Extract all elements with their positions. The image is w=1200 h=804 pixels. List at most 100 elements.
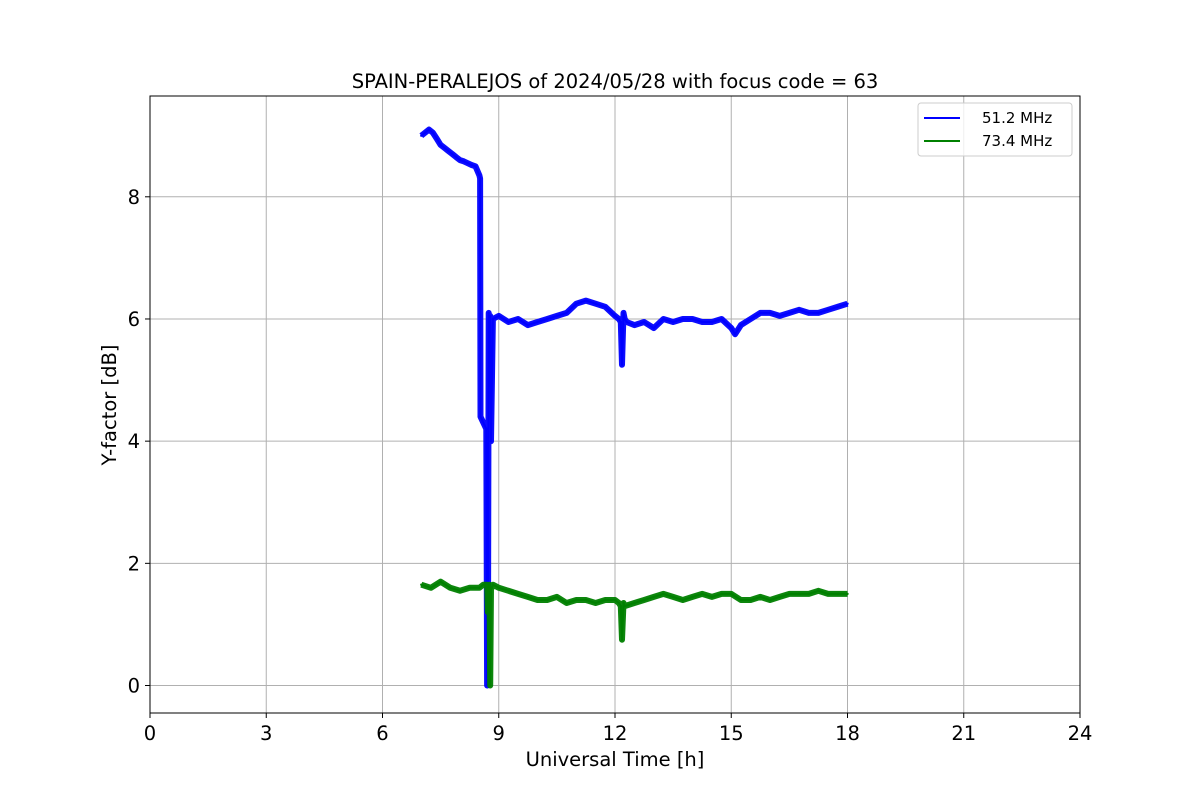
y-axis-label: Y-factor [dB] [98, 345, 121, 467]
data-point [622, 601, 625, 605]
data-point [652, 595, 655, 599]
data-point [623, 317, 626, 321]
data-point [555, 314, 559, 318]
data-point [594, 601, 597, 605]
data-point [749, 598, 752, 602]
x-tick-label: 18 [835, 722, 860, 745]
data-point [604, 598, 607, 602]
data-point [768, 311, 772, 315]
data-point [435, 137, 438, 140]
data-point [759, 595, 762, 599]
data-point [420, 583, 423, 586]
data-point [485, 583, 489, 586]
series-layer [419, 126, 849, 689]
data-point [474, 165, 477, 168]
x-tick-label: 12 [603, 722, 628, 745]
x-axis-label: Universal Time [h] [526, 748, 705, 771]
data-point [701, 592, 704, 596]
data-point [439, 580, 442, 583]
data-point [451, 152, 454, 156]
data-point [671, 595, 675, 599]
data-point [468, 586, 471, 589]
data-point [575, 302, 578, 305]
data-point [575, 598, 578, 602]
legend-label: 51.2 MHz [982, 109, 1052, 127]
data-point [478, 586, 481, 589]
legend-frame [917, 102, 1073, 157]
data-point [710, 320, 714, 324]
data-point [555, 595, 559, 599]
data-point [778, 595, 781, 599]
data-point [836, 305, 839, 308]
data-point [817, 311, 820, 315]
data-point [443, 146, 446, 150]
y-axis-ticks: 0 2 4 6 8 [128, 186, 150, 698]
data-point [447, 149, 450, 153]
data-point [489, 684, 492, 687]
data-point [507, 589, 510, 592]
data-point [462, 160, 466, 163]
data-point [507, 320, 510, 324]
data-point [478, 174, 481, 177]
data-point [458, 589, 462, 592]
series-line [420, 580, 848, 687]
data-point [526, 323, 529, 327]
series-0 [419, 126, 849, 689]
data-point [584, 299, 588, 302]
data-point [486, 611, 490, 614]
data-point [594, 302, 597, 305]
data-point [671, 320, 675, 324]
data-point [778, 314, 781, 318]
chart-title: SPAIN-PERALEJOS of 2024/05/28 with focus… [352, 70, 879, 93]
y-tick-label: 4 [128, 430, 140, 453]
data-point [662, 317, 665, 321]
legend-label: 73.4 MHz [982, 132, 1052, 150]
data-point [497, 314, 500, 318]
data-point [427, 128, 431, 131]
data-point [768, 598, 772, 602]
grid [149, 96, 1081, 713]
data-point [749, 317, 752, 321]
data-point [826, 308, 830, 311]
data-point [536, 598, 539, 602]
data-point [431, 131, 435, 134]
data-point [516, 592, 520, 596]
data-point [807, 592, 810, 596]
data-point [491, 317, 495, 321]
data-point [497, 586, 500, 589]
data-point [489, 440, 493, 443]
data-point [691, 317, 694, 321]
x-tick-label: 15 [719, 722, 744, 745]
data-point [691, 595, 694, 599]
y-tick-label: 8 [128, 186, 140, 209]
data-point [546, 598, 549, 602]
data-point [604, 305, 607, 308]
data-point [681, 317, 684, 321]
data-point [633, 601, 636, 605]
data-point [449, 586, 452, 589]
data-point [662, 592, 665, 596]
data-point [565, 601, 568, 605]
data-point [565, 311, 568, 315]
data-point [739, 323, 743, 327]
data-point [516, 317, 520, 321]
data-point [846, 302, 849, 305]
data-point [642, 598, 646, 602]
data-point [739, 598, 743, 602]
data-point [613, 314, 617, 318]
data-point [429, 586, 433, 589]
data-point [536, 320, 539, 324]
x-tick-label: 3 [260, 722, 272, 745]
data-point [836, 592, 839, 596]
data-point [623, 604, 626, 608]
data-point [807, 311, 810, 315]
data-point [619, 320, 622, 324]
data-point [617, 601, 621, 605]
data-point [733, 333, 737, 336]
data-point [491, 583, 495, 586]
series-1 [420, 578, 849, 689]
data-point [759, 311, 762, 315]
data-point [487, 311, 490, 315]
